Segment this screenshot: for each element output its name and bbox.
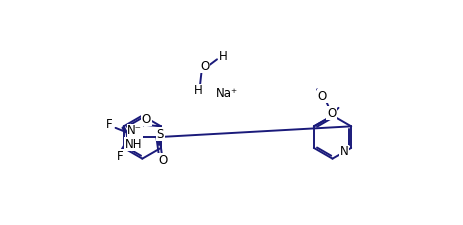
Text: O: O bbox=[326, 107, 336, 120]
Text: N: N bbox=[339, 145, 348, 158]
Text: O: O bbox=[200, 60, 209, 73]
Text: NH: NH bbox=[124, 138, 142, 151]
Text: H: H bbox=[219, 50, 227, 63]
Text: F: F bbox=[117, 150, 123, 163]
Text: O: O bbox=[317, 90, 326, 103]
Text: S: S bbox=[156, 128, 163, 141]
Text: N⁻: N⁻ bbox=[127, 124, 142, 137]
Text: Na⁺: Na⁺ bbox=[215, 88, 238, 101]
Text: F: F bbox=[106, 117, 113, 130]
Text: H: H bbox=[194, 84, 202, 97]
Text: O: O bbox=[157, 154, 167, 167]
Text: O: O bbox=[141, 113, 150, 126]
